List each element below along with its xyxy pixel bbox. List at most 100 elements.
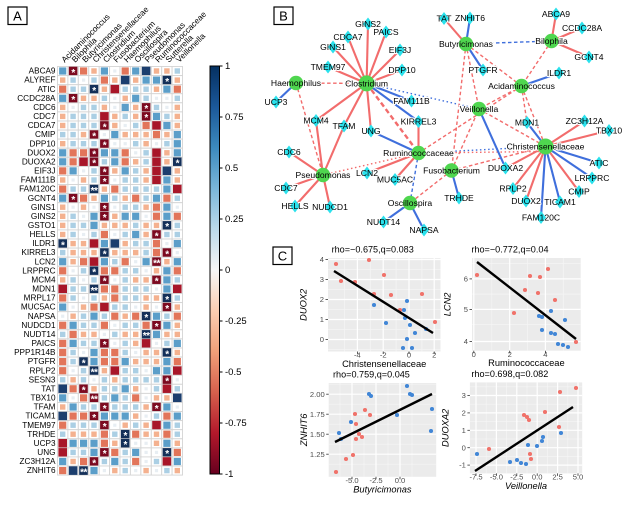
svg-text:Clostridium: Clostridium (345, 78, 388, 88)
svg-text:CDCA7: CDCA7 (333, 32, 362, 42)
svg-text:CDC6: CDC6 (277, 147, 301, 157)
svg-text:GSTO1: GSTO1 (28, 221, 56, 230)
svg-text:Veillonella: Veillonella (505, 481, 547, 491)
svg-text:-0.25: -0.25 (225, 316, 247, 327)
svg-text:GINS2: GINS2 (31, 212, 56, 221)
svg-text:1: 1 (225, 61, 230, 72)
svg-text:TICAM1: TICAM1 (544, 197, 576, 207)
svg-text:-0.75: -0.75 (225, 418, 247, 429)
svg-text:NUDT14: NUDT14 (24, 330, 56, 339)
svg-text:CDC6: CDC6 (33, 103, 56, 112)
svg-text:PAICS: PAICS (32, 339, 57, 348)
svg-text:NUDCD1: NUDCD1 (312, 202, 348, 212)
svg-text:MDN1: MDN1 (32, 285, 56, 294)
svg-text:ZNHIT6: ZNHIT6 (455, 13, 485, 23)
svg-text:rho=0.698,q=0.082: rho=0.698,q=0.082 (471, 369, 548, 379)
svg-text:0: 0 (225, 265, 230, 276)
svg-text:EIF3J: EIF3J (34, 167, 55, 176)
svg-text:LRPPRC: LRPPRC (22, 266, 55, 275)
svg-text:RPLP2: RPLP2 (30, 366, 56, 375)
svg-text:TMEM97: TMEM97 (22, 421, 56, 430)
svg-text:5.0: 5.0 (573, 473, 584, 482)
svg-text:DUOXA2: DUOXA2 (440, 408, 450, 447)
svg-text:CDCA7: CDCA7 (28, 121, 56, 130)
svg-text:Bilophila: Bilophila (535, 36, 568, 46)
svg-text:UCP3: UCP3 (34, 439, 56, 448)
svg-text:ZNHIT6: ZNHIT6 (27, 466, 56, 475)
svg-text:FAM111B: FAM111B (393, 96, 430, 106)
svg-text:EIF3J: EIF3J (389, 45, 411, 55)
svg-text:CMIP: CMIP (568, 187, 590, 197)
svg-text:1: 1 (320, 315, 324, 324)
svg-text:SESN3: SESN3 (29, 375, 56, 384)
svg-text:1: 1 (462, 426, 466, 435)
svg-text:2: 2 (320, 295, 324, 304)
svg-text:ILDR1: ILDR1 (32, 239, 56, 248)
svg-text:NUDT14: NUDT14 (367, 217, 401, 227)
svg-text:Ruminococcaceae: Ruminococcaceae (488, 358, 564, 368)
svg-text:CDC7: CDC7 (274, 183, 298, 193)
svg-text:PTGFR: PTGFR (468, 65, 497, 75)
svg-text:HELLS: HELLS (30, 230, 56, 239)
svg-text:ATIC: ATIC (37, 85, 55, 94)
svg-text:NAPSA: NAPSA (28, 312, 56, 321)
svg-text:MDN1: MDN1 (515, 118, 540, 128)
svg-text:-5.0: -5.0 (490, 473, 503, 482)
svg-text:4: 4 (464, 337, 468, 346)
svg-text:LCN2: LCN2 (443, 292, 453, 317)
svg-text:CCDC28A: CCDC28A (17, 94, 56, 103)
svg-text:3: 3 (462, 391, 466, 400)
svg-text:MCM4: MCM4 (303, 116, 329, 126)
svg-text:0: 0 (472, 350, 476, 359)
svg-text:-1: -1 (225, 469, 233, 480)
svg-text:0.75: 0.75 (225, 112, 244, 123)
svg-text:Oscillospira: Oscillospira (388, 198, 433, 208)
svg-text:DPP10: DPP10 (30, 139, 56, 148)
svg-text:TBX10: TBX10 (596, 126, 622, 136)
svg-text:Veillonella: Veillonella (460, 104, 499, 114)
svg-text:CCDC28A: CCDC28A (562, 23, 602, 33)
svg-text:ABCA9: ABCA9 (542, 9, 570, 19)
svg-text:TMEM97: TMEM97 (311, 62, 346, 72)
svg-text:FAM120C: FAM120C (19, 185, 55, 194)
svg-text:GCNT4: GCNT4 (574, 52, 603, 62)
svg-text:ZC3H12A: ZC3H12A (20, 457, 56, 466)
svg-text:DUOX2: DUOX2 (27, 148, 56, 157)
svg-text:MUC5AC: MUC5AC (21, 303, 56, 312)
svg-text:1.25: 1.25 (310, 450, 325, 459)
svg-text:**: ** (80, 467, 87, 478)
svg-text:DPP10: DPP10 (388, 65, 415, 75)
svg-text:0.25: 0.25 (225, 214, 244, 225)
svg-text:PAICS: PAICS (373, 27, 398, 37)
svg-text:2: 2 (432, 351, 436, 360)
svg-text:PTGFR: PTGFR (28, 357, 56, 366)
svg-text:4: 4 (320, 255, 324, 264)
svg-text:C: C (278, 249, 287, 264)
svg-text:0: 0 (320, 335, 324, 344)
svg-text:LCN2: LCN2 (35, 257, 56, 266)
svg-text:TFAM: TFAM (34, 403, 56, 412)
svg-text:CDC7: CDC7 (33, 112, 56, 121)
svg-text:MUC5AC: MUC5AC (377, 175, 413, 185)
svg-text:1.75: 1.75 (310, 410, 325, 419)
svg-text:Haemophilus: Haemophilus (271, 78, 321, 88)
svg-text:A: A (13, 9, 22, 24)
svg-text:TICAM1: TICAM1 (25, 412, 55, 421)
svg-text:TFAM: TFAM (333, 121, 356, 131)
svg-text:PPP1R14B: PPP1R14B (14, 348, 56, 357)
svg-text:DUOX2: DUOX2 (299, 288, 309, 321)
svg-text:-0.5: -0.5 (225, 367, 241, 378)
svg-text:Ruminococcaceae: Ruminococcaceae (383, 148, 454, 158)
svg-text:LCN2: LCN2 (356, 168, 378, 178)
svg-text:0: 0 (462, 443, 466, 452)
svg-text:UCP3: UCP3 (265, 97, 288, 107)
svg-text:ABCA9: ABCA9 (29, 67, 56, 76)
svg-text:FAM111B: FAM111B (21, 176, 56, 185)
svg-text:GINS1: GINS1 (31, 203, 56, 212)
svg-text:Butyricimonas: Butyricimonas (439, 39, 493, 49)
svg-text:1.50: 1.50 (310, 430, 325, 439)
svg-text:DUOX2: DUOX2 (511, 196, 541, 206)
svg-text:ZNHIT6: ZNHIT6 (299, 413, 309, 447)
svg-text:DUOXA2: DUOXA2 (488, 163, 524, 173)
svg-text:KIRREL3: KIRREL3 (401, 117, 437, 127)
